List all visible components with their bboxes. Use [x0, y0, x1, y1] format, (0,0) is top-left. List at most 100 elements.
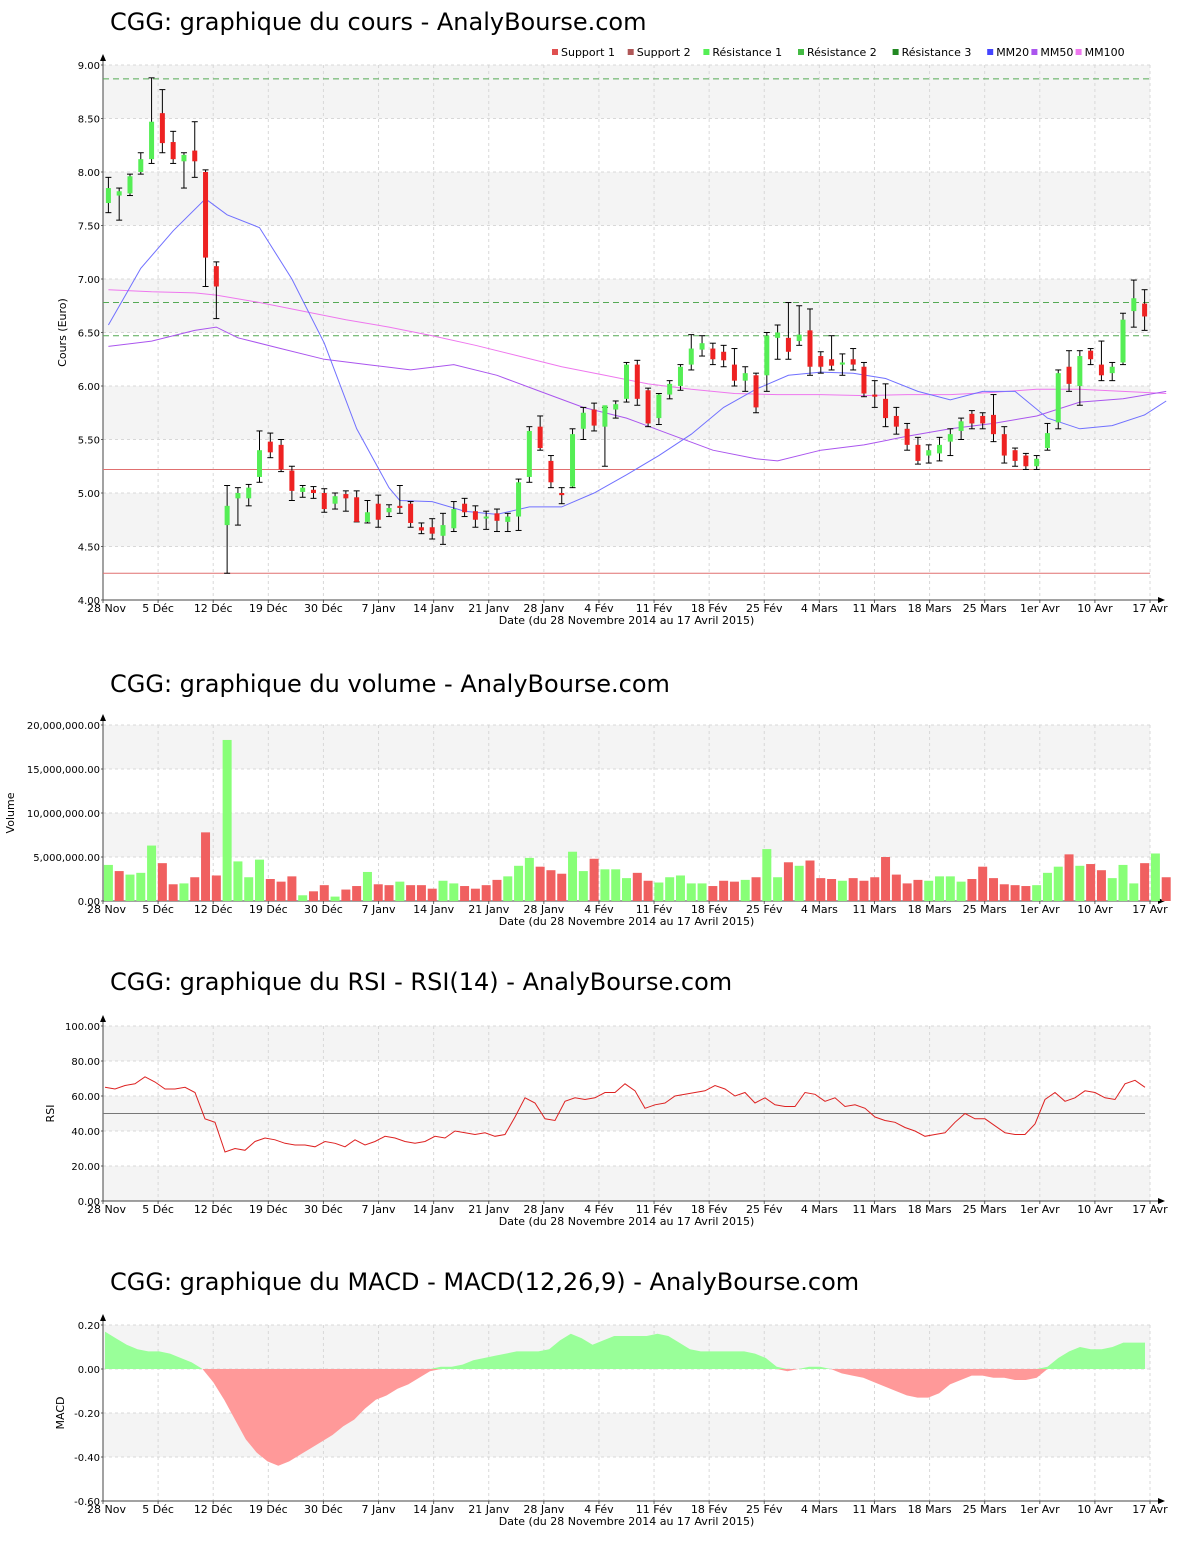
price-candle-body	[580, 412, 586, 429]
price-chart-title: CGG: graphique du cours - AnalyBourse.co…	[110, 8, 647, 36]
macd-x-tick-label: 4 Mars	[801, 1503, 838, 1516]
volume-bar	[945, 876, 955, 901]
volume-bar	[244, 877, 254, 901]
price-candle-body	[429, 527, 435, 534]
price-y-tick-label: 5.50	[78, 436, 100, 447]
volume-bar	[255, 859, 265, 901]
rsi-y-tick-label: 100.00	[65, 1022, 100, 1033]
volume-x-tick-label: 10 Avr	[1077, 903, 1113, 916]
price-y-tick-label: 8.50	[78, 115, 100, 126]
price-panel: CGG: graphique du cours - AnalyBourse.co…	[0, 8, 1200, 638]
volume-bar	[611, 869, 621, 901]
macd-x-tick-label: 11 Mars	[852, 1503, 896, 1516]
volume-bar	[805, 860, 815, 901]
price-x-tick-label: 18 Mars	[908, 602, 952, 615]
rsi-chart-title: CGG: graphique du RSI - RSI(14) - AnalyB…	[110, 968, 733, 996]
volume-bar	[999, 884, 1009, 901]
price-candle-body	[591, 409, 597, 426]
price-legend-label: Résistance 1	[712, 46, 782, 59]
volume-bar	[233, 861, 243, 901]
volume-x-tick-label: 18 Fév	[691, 903, 728, 916]
price-candle-body	[839, 362, 845, 365]
price-candle-body	[267, 441, 273, 453]
macd-x-tick-label: 10 Avr	[1077, 1503, 1113, 1516]
volume-bar	[686, 883, 696, 901]
price-x-tick-label: 21 Janv	[468, 602, 509, 615]
price-candle-body	[343, 494, 349, 499]
volume-bar	[816, 878, 826, 901]
rsi-x-tick-label: 7 Janv	[362, 1203, 396, 1216]
rsi-x-tick-label: 18 Fév	[691, 1203, 728, 1216]
volume-bar	[470, 888, 480, 901]
volume-bar	[103, 864, 113, 901]
price-candle-body	[624, 364, 629, 399]
volume-bar	[514, 865, 524, 901]
volume-x-tick-label: 30 Déc	[304, 903, 343, 916]
rsi-x-tick-label: 10 Avr	[1077, 1203, 1113, 1216]
volume-bar	[578, 871, 588, 901]
volume-bar	[1064, 854, 1074, 901]
price-candle-body	[310, 489, 316, 493]
price-x-tick-label: 28 Janv	[523, 602, 564, 615]
rsi-panel: CGG: graphique du RSI - RSI(14) - AnalyB…	[0, 968, 1200, 1228]
rsi-x-tick-label: 17 Avr	[1132, 1203, 1168, 1216]
price-legend-swatch	[892, 49, 899, 55]
volume-bar	[729, 881, 739, 901]
volume-bar	[416, 885, 426, 901]
price-candle-body	[1088, 350, 1094, 360]
volume-bar	[967, 879, 977, 901]
price-candle-body	[559, 493, 565, 496]
volume-chart: 20,000,000.00 15,000,000.00 10,000,000.00 5…	[4, 714, 1171, 928]
price-candle-body	[213, 266, 219, 287]
price-candle-body	[462, 503, 468, 513]
price-candle-body	[537, 426, 543, 449]
macd-x-tick-label: 7 Janv	[362, 1503, 396, 1516]
rsi-y-tick-label: 60.00	[71, 1092, 100, 1103]
volume-bar	[600, 869, 610, 901]
price-candle-body	[775, 332, 781, 338]
price-x-tick-label: 4 Mars	[801, 602, 838, 615]
price-candle-body	[278, 444, 284, 470]
price-candle-body	[1120, 319, 1126, 363]
volume-x-tick-label: 7 Janv	[362, 903, 396, 916]
price-candle-body	[602, 405, 608, 427]
price-grid-band	[103, 65, 1150, 119]
macd-x-tick-label: 11 Fév	[636, 1503, 673, 1516]
price-candle-body	[289, 470, 295, 491]
price-candle-body	[742, 373, 748, 381]
price-candle-body	[829, 359, 835, 366]
volume-bar	[1053, 866, 1063, 901]
price-candle-body	[1044, 433, 1050, 449]
price-x-tick-label: 11 Fév	[636, 602, 673, 615]
volume-bar	[395, 881, 405, 901]
price-candle-body	[300, 487, 306, 492]
price-candle-body	[667, 383, 673, 395]
macd-x-tick-label: 25 Mars	[963, 1503, 1007, 1516]
price-legend-label: MM100	[1085, 46, 1125, 59]
volume-y-axis-label: Volume	[4, 792, 17, 833]
volume-bar	[438, 880, 448, 901]
volume-bar	[978, 866, 988, 901]
price-candle-body	[861, 366, 867, 394]
price-candle-body	[516, 482, 522, 517]
volume-bar	[837, 880, 847, 901]
volume-bar	[406, 885, 416, 901]
volume-bar	[783, 862, 793, 901]
price-x-tick-label: 25 Fév	[746, 602, 783, 615]
macd-y-tick-label: -0.40	[74, 1453, 100, 1464]
volume-bar	[1140, 863, 1150, 901]
volume-x-tick-label: 5 Déc	[142, 903, 174, 916]
price-y-tick-label: 8.00	[78, 168, 100, 179]
volume-bar	[136, 872, 146, 901]
rsi-line	[104, 1076, 1146, 1153]
volume-bar	[211, 875, 221, 901]
macd-x-tick-label: 14 Janv	[413, 1503, 454, 1516]
price-x-tick-label: 14 Janv	[413, 602, 454, 615]
volume-bar	[859, 880, 869, 901]
price-x-axis-arrow	[1158, 597, 1165, 603]
volume-x-tick-label: 25 Fév	[746, 903, 783, 916]
volume-y-tick-label: 0.00	[78, 897, 100, 908]
price-candle-body	[904, 428, 910, 445]
volume-grid-band	[103, 813, 1150, 857]
rsi-x-tick-label: 4 Mars	[801, 1203, 838, 1216]
